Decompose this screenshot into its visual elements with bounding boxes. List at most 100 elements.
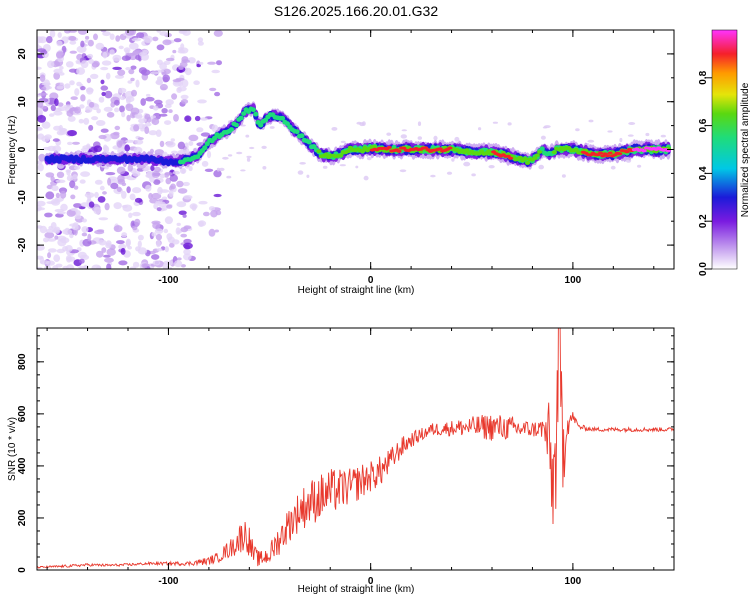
colorbar-tick-label: 0.4	[698, 166, 709, 180]
noise-blob	[100, 85, 109, 91]
noise-blob	[386, 132, 392, 136]
noise-blob	[171, 93, 178, 100]
snr-series	[37, 328, 674, 569]
y-tick-label: 0	[17, 567, 28, 573]
noise-blob	[204, 168, 214, 172]
noise-blob	[196, 63, 201, 68]
noise-blob	[129, 193, 136, 201]
noise-blob	[213, 169, 222, 178]
noise-blob	[84, 192, 95, 198]
ridge-cell	[250, 107, 256, 113]
noise-blob	[113, 225, 123, 233]
ridge-cell	[537, 150, 543, 154]
noise-blob	[299, 162, 306, 165]
noise-blob	[124, 144, 130, 152]
noise-blob	[122, 204, 133, 212]
noise-blob	[156, 248, 163, 252]
y-tick-label: 200	[17, 509, 28, 526]
noise-blob	[507, 122, 512, 126]
noise-blob	[79, 179, 86, 184]
snr-frame	[36, 327, 675, 571]
ridge-cell	[386, 146, 392, 149]
noise-blob	[153, 203, 158, 210]
noise-blob	[66, 110, 74, 117]
noise-blob	[446, 171, 453, 175]
noise-blob	[156, 30, 162, 33]
noise-blob	[74, 165, 81, 170]
ridge-cell	[522, 156, 528, 161]
noise-blob	[151, 117, 160, 126]
noise-blob	[84, 39, 89, 43]
noise-blob	[188, 134, 199, 142]
noise-blob	[51, 185, 59, 192]
noise-blob	[39, 225, 47, 234]
noise-blob	[226, 175, 232, 179]
noise-blob	[69, 180, 76, 189]
noise-blob	[131, 37, 141, 42]
ridge-cell	[641, 149, 647, 153]
noise-blob	[121, 232, 128, 238]
spectrogram-x-label: Height of straight line (km)	[298, 285, 415, 296]
noise-blob	[126, 186, 131, 194]
noise-blob	[104, 257, 114, 263]
spectrogram-y-ticks: -20 -10 0 10 20	[17, 29, 674, 270]
noise-blob	[162, 263, 168, 269]
noise-blob	[492, 121, 498, 124]
ridge-cell	[238, 115, 244, 121]
noise-blob	[151, 232, 157, 237]
noise-blob	[128, 68, 135, 75]
noise-blob	[117, 69, 126, 76]
noise-blob	[53, 254, 61, 262]
noise-blob	[148, 130, 158, 136]
noise-blob	[118, 87, 127, 94]
noise-blob	[49, 113, 55, 117]
noise-blob	[188, 141, 194, 146]
noise-blob	[52, 138, 60, 142]
noise-blob	[197, 220, 207, 227]
noise-blob	[430, 174, 436, 178]
noise-blob	[100, 30, 107, 33]
noise-blob	[173, 38, 182, 43]
noise-blob	[399, 169, 407, 173]
noise-blob	[63, 104, 74, 109]
noise-blob	[77, 30, 88, 35]
noise-blob	[540, 135, 546, 140]
noise-blob	[417, 121, 422, 126]
noise-blob	[164, 172, 173, 176]
noise-blob	[132, 211, 141, 217]
noise-blob	[144, 126, 150, 134]
ridge-cell	[294, 129, 300, 135]
y-tick-label: 0	[17, 146, 28, 152]
noise-blob	[48, 225, 54, 230]
noise-blob	[297, 170, 304, 175]
noise-blob	[199, 61, 204, 65]
ridge-cell	[525, 160, 531, 165]
noise-blob	[150, 71, 160, 75]
noise-blob	[132, 171, 141, 177]
noise-blob	[80, 202, 89, 208]
noise-blob	[95, 120, 106, 126]
colorbar-tick-label: 0.2	[698, 214, 709, 228]
noise-blob	[125, 103, 134, 112]
noise-blob	[116, 186, 122, 192]
colorbar-tick-label: 0.8	[698, 70, 709, 84]
noise-blob	[245, 134, 250, 138]
noise-blob	[155, 129, 162, 137]
noise-blob	[56, 235, 67, 241]
noise-blob	[176, 257, 182, 261]
noise-blob	[201, 160, 209, 167]
noise-blob	[115, 35, 121, 42]
noise-blob	[113, 202, 122, 210]
noise-blob	[152, 105, 159, 111]
noise-blob	[44, 212, 53, 218]
noise-blob	[454, 136, 460, 142]
noise-blob	[180, 43, 185, 50]
noise-blob	[57, 211, 66, 215]
noise-blob	[78, 118, 84, 124]
noise-blob	[125, 30, 135, 36]
noise-blob	[168, 109, 173, 113]
noise-blob	[176, 222, 181, 226]
noise-blob	[150, 115, 156, 119]
noise-blob	[65, 61, 74, 68]
noise-blob	[118, 260, 128, 266]
